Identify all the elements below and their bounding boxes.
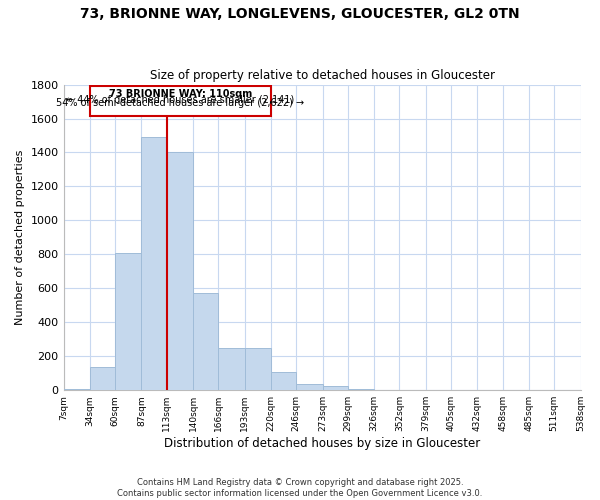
Bar (323, 386, 348, 390)
Bar (167, 152, 193, 390)
Text: 54% of semi-detached houses are larger (2,622) →: 54% of semi-detached houses are larger (… (56, 98, 304, 108)
Y-axis label: Number of detached properties: Number of detached properties (15, 150, 25, 325)
Bar (64, 388, 90, 390)
Bar (296, 384, 323, 390)
Text: 73, BRIONNE WAY, LONGLEVENS, GLOUCESTER, GL2 0TN: 73, BRIONNE WAY, LONGLEVENS, GLOUCESTER,… (80, 8, 520, 22)
Text: 73 BRIONNE WAY: 110sqm: 73 BRIONNE WAY: 110sqm (109, 90, 252, 100)
Bar (115, 252, 142, 390)
Title: Size of property relative to detached houses in Gloucester: Size of property relative to detached ho… (149, 69, 494, 82)
Bar (245, 348, 271, 390)
FancyBboxPatch shape (90, 86, 271, 116)
Bar (271, 372, 296, 390)
Text: Contains HM Land Registry data © Crown copyright and database right 2025.
Contai: Contains HM Land Registry data © Crown c… (118, 478, 482, 498)
Bar (348, 388, 374, 390)
Bar (218, 348, 245, 390)
Bar (90, 368, 115, 390)
Bar (193, 292, 218, 390)
Text: ← 44% of detached houses are smaller (2,141): ← 44% of detached houses are smaller (2,… (66, 94, 295, 104)
Bar (142, 137, 167, 390)
X-axis label: Distribution of detached houses by size in Gloucester: Distribution of detached houses by size … (164, 437, 480, 450)
